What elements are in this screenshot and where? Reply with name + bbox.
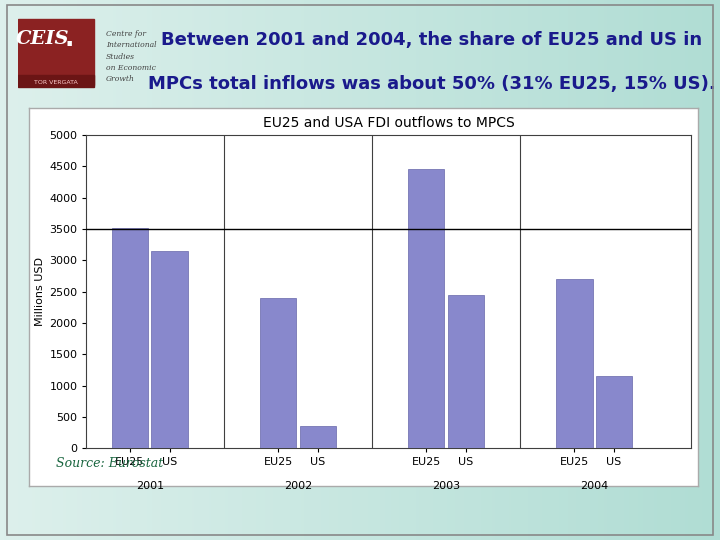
FancyBboxPatch shape (18, 19, 94, 85)
Text: 2004: 2004 (580, 481, 608, 491)
Text: 2002: 2002 (284, 481, 312, 491)
Bar (151, 251, 188, 448)
Text: Source: Eurostat: Source: Eurostat (55, 457, 163, 470)
Bar (112, 228, 148, 448)
Text: .: . (65, 27, 74, 51)
Text: 2003: 2003 (432, 481, 460, 491)
Bar (408, 170, 444, 448)
FancyBboxPatch shape (18, 76, 94, 87)
Text: TOR VERGATA: TOR VERGATA (34, 80, 78, 85)
Text: Between 2001 and 2004, the share of EU25 and US in: Between 2001 and 2004, the share of EU25… (161, 31, 703, 49)
Text: 2001: 2001 (136, 481, 164, 491)
Text: CEIS: CEIS (16, 30, 69, 48)
Text: Centre for: Centre for (106, 30, 146, 38)
Text: Growth: Growth (106, 76, 135, 83)
Bar (448, 295, 485, 448)
Text: on Economic: on Economic (106, 64, 156, 72)
Bar (556, 279, 593, 448)
Bar (300, 426, 336, 448)
Text: Studies: Studies (106, 53, 135, 60)
Bar (595, 376, 632, 448)
Y-axis label: Millions USD: Millions USD (35, 257, 45, 326)
Title: EU25 and USA FDI outflows to MPCS: EU25 and USA FDI outflows to MPCS (263, 116, 515, 130)
Bar (260, 298, 297, 448)
Text: MPCs total inflows was about 50% (31% EU25, 15% US).: MPCs total inflows was about 50% (31% EU… (148, 75, 716, 93)
Text: International: International (106, 42, 157, 49)
